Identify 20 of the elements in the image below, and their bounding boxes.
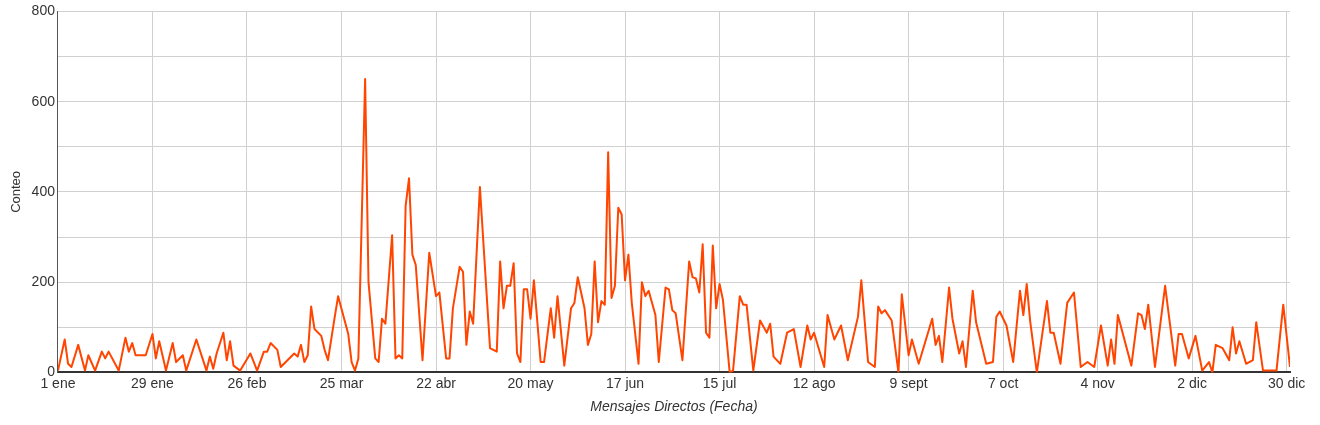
x-tick-label: 15 jul: [702, 374, 737, 391]
y-tick-label: 800: [31, 2, 56, 19]
x-axis-title: Mensajes Directos (Fecha): [590, 398, 758, 415]
x-tick-label: 17 jun: [605, 374, 645, 391]
x-tick-label: 7 oct: [987, 374, 1019, 391]
y-tick-label: 400: [31, 182, 56, 199]
x-tick-label: 9 sept: [889, 374, 928, 391]
x-tick-label: 22 abr: [416, 374, 457, 391]
y-tick-label: 0: [47, 363, 56, 380]
x-tick-label: 29 ene: [131, 374, 175, 391]
x-tick-label: 25 mar: [319, 374, 364, 391]
x-tick-label: 20 may: [507, 374, 554, 391]
y-tick-label: 600: [31, 92, 56, 109]
y-tick-label: 200: [31, 273, 56, 290]
y-axis-title: Conteo: [8, 170, 24, 213]
x-tick-label: 30 dic: [1267, 374, 1306, 391]
x-tick-label: 12 ago: [792, 374, 836, 391]
x-tick-label: 4 nov: [1080, 374, 1115, 391]
x-tick-label: 2 dic: [1177, 374, 1207, 391]
x-tick-label: 26 feb: [227, 374, 267, 391]
